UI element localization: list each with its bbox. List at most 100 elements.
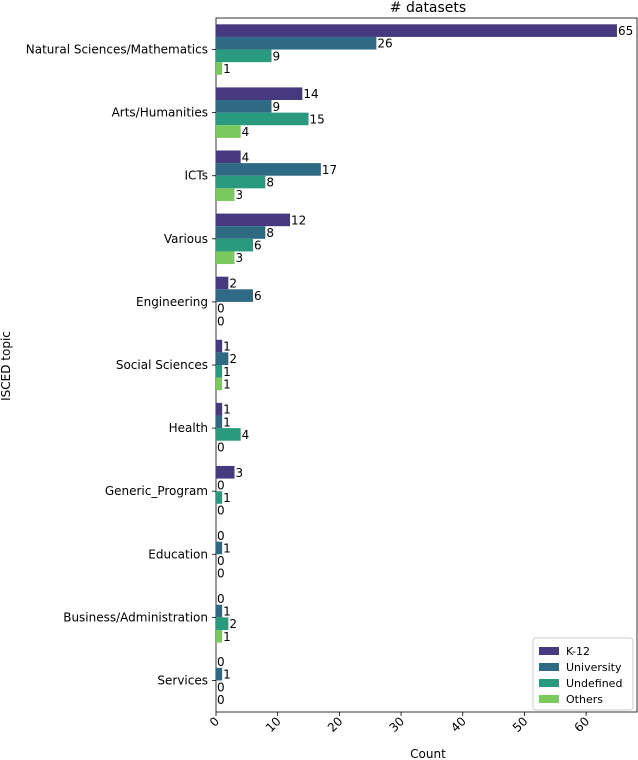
bar-natural-sciences-mathematics-undefined: [216, 49, 272, 63]
bar-value-label: 0: [217, 680, 225, 694]
x-axis-label: Count: [410, 747, 446, 760]
bar-value-label: 0: [217, 302, 225, 316]
bar-social-sciences-others: [216, 377, 223, 391]
bar-value-label: 4: [242, 428, 250, 442]
x-tick-label: 10: [263, 714, 284, 735]
bar-value-label: 0: [217, 504, 225, 518]
bar-value-label: 0: [217, 441, 225, 455]
bar-services-university: [216, 667, 223, 681]
bar-value-label: 0: [217, 554, 225, 568]
bar-value-label: 1: [223, 491, 231, 505]
bar-value-label: 4: [242, 150, 250, 164]
bar-value-label: 0: [217, 529, 225, 543]
bar-value-label: 1: [223, 605, 231, 619]
bar-value-label: 1: [223, 340, 231, 354]
bar-engineering-k-12: [216, 276, 229, 290]
y-tick-label-engineering: Engineering: [136, 295, 208, 309]
y-tick-label-generic-program: Generic_Program: [105, 484, 208, 498]
bar-arts-humanities-k-12: [216, 87, 303, 101]
bar-value-label: 1: [223, 403, 231, 417]
bar-value-label: 6: [254, 289, 262, 303]
bar-value-label: 0: [217, 693, 225, 707]
bar-value-label: 8: [266, 226, 274, 240]
legend-swatch-undefined: [539, 679, 559, 687]
bar-value-label: 1: [223, 377, 231, 391]
bar-value-label: 3: [236, 188, 244, 202]
bar-value-label: 1: [223, 415, 231, 429]
bar-value-label: 12: [291, 213, 306, 227]
legend-label-k-12: K-12: [566, 645, 590, 658]
y-tick-label-arts-humanities: Arts/Humanities: [112, 106, 208, 120]
bar-icts-undefined: [216, 175, 266, 189]
x-tick-label: 40: [448, 714, 469, 735]
bar-value-label: 17: [322, 163, 337, 177]
bar-engineering-university: [216, 289, 254, 302]
x-tick-label: 60: [572, 714, 593, 735]
bar-value-label: 15: [310, 112, 325, 126]
bar-health-university: [216, 415, 223, 429]
x-tick-label: 0: [207, 714, 222, 729]
bar-business-administration-others: [216, 629, 223, 643]
bar-value-label: 1: [223, 541, 231, 555]
x-tick-label: 50: [510, 714, 531, 735]
bar-arts-humanities-undefined: [216, 112, 309, 126]
bar-value-label: 3: [236, 251, 244, 265]
bar-generic-program-k-12: [216, 465, 235, 479]
bar-value-label: 0: [217, 314, 225, 328]
chart-title: # datasets: [390, 0, 466, 16]
bar-value-label: 65: [618, 24, 633, 38]
legend-label-others: Others: [566, 693, 603, 706]
legend-label-undefined: Undefined: [566, 677, 622, 690]
bar-health-k-12: [216, 402, 223, 416]
bar-value-label: 0: [217, 592, 225, 606]
bar-value-label: 1: [223, 365, 231, 379]
bar-social-sciences-university: [216, 352, 229, 365]
bar-business-administration-university: [216, 604, 223, 618]
bar-various-undefined: [216, 238, 254, 252]
y-axis-label: ISCED topic: [0, 331, 13, 401]
legend-swatch-k-12: [539, 647, 559, 655]
bar-natural-sciences-mathematics-university: [216, 36, 377, 50]
legend-swatch-others: [539, 695, 559, 703]
y-tick-label-various: Various: [164, 232, 208, 246]
y-tick-label-services: Services: [157, 673, 208, 687]
bar-business-administration-undefined: [216, 617, 229, 630]
legend-swatch-university: [539, 663, 559, 671]
bar-social-sciences-k-12: [216, 339, 223, 353]
bar-various-university: [216, 226, 266, 239]
bar-value-label: 9: [273, 49, 281, 63]
legend: K-12 University Undefined Others: [532, 637, 634, 711]
y-tick-label-natural-sciences-mathematics: Natural Sciences/Mathematics: [26, 43, 208, 57]
x-tick-label: 30: [386, 714, 407, 735]
bar-health-undefined: [216, 428, 241, 441]
x-tick-label: 20: [325, 714, 346, 735]
bar-various-k-12: [216, 213, 291, 227]
bar-icts-others: [216, 188, 235, 201]
bar-value-label: 1: [223, 668, 231, 682]
bar-arts-humanities-university: [216, 100, 272, 113]
bar-natural-sciences-mathematics-k-12: [216, 24, 617, 37]
legend-label-university: University: [566, 661, 622, 674]
y-tick-label-social-sciences: Social Sciences: [116, 358, 208, 372]
bar-various-others: [216, 251, 235, 265]
bar-value-label: 3: [236, 466, 244, 480]
bar-value-label: 0: [217, 655, 225, 669]
y-tick-label-business-administration: Business/Administration: [63, 610, 208, 624]
bar-value-label: 1: [223, 630, 231, 644]
bar-value-label: 0: [217, 567, 225, 581]
bar-value-label: 26: [377, 37, 392, 51]
bar-icts-university: [216, 163, 321, 176]
bar-value-label: 1: [223, 62, 231, 76]
bar-generic-program-undefined: [216, 491, 223, 504]
y-tick-label-icts: ICTs: [184, 169, 208, 183]
bar-natural-sciences-mathematics-others: [216, 62, 223, 75]
bar-value-label: 14: [303, 87, 318, 101]
y-tick-label-health: Health: [169, 421, 208, 435]
bar-value-label: 9: [273, 100, 281, 114]
bar-value-label: 8: [266, 176, 274, 190]
legend-box: [532, 637, 634, 711]
bar-value-label: 2: [229, 617, 237, 631]
bar-value-label: 2: [229, 352, 237, 366]
